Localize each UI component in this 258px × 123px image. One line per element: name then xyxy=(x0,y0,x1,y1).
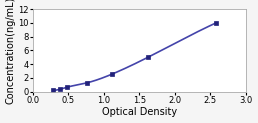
X-axis label: Optical Density: Optical Density xyxy=(102,108,177,117)
Y-axis label: Concentration(ng/mL): Concentration(ng/mL) xyxy=(6,0,15,104)
